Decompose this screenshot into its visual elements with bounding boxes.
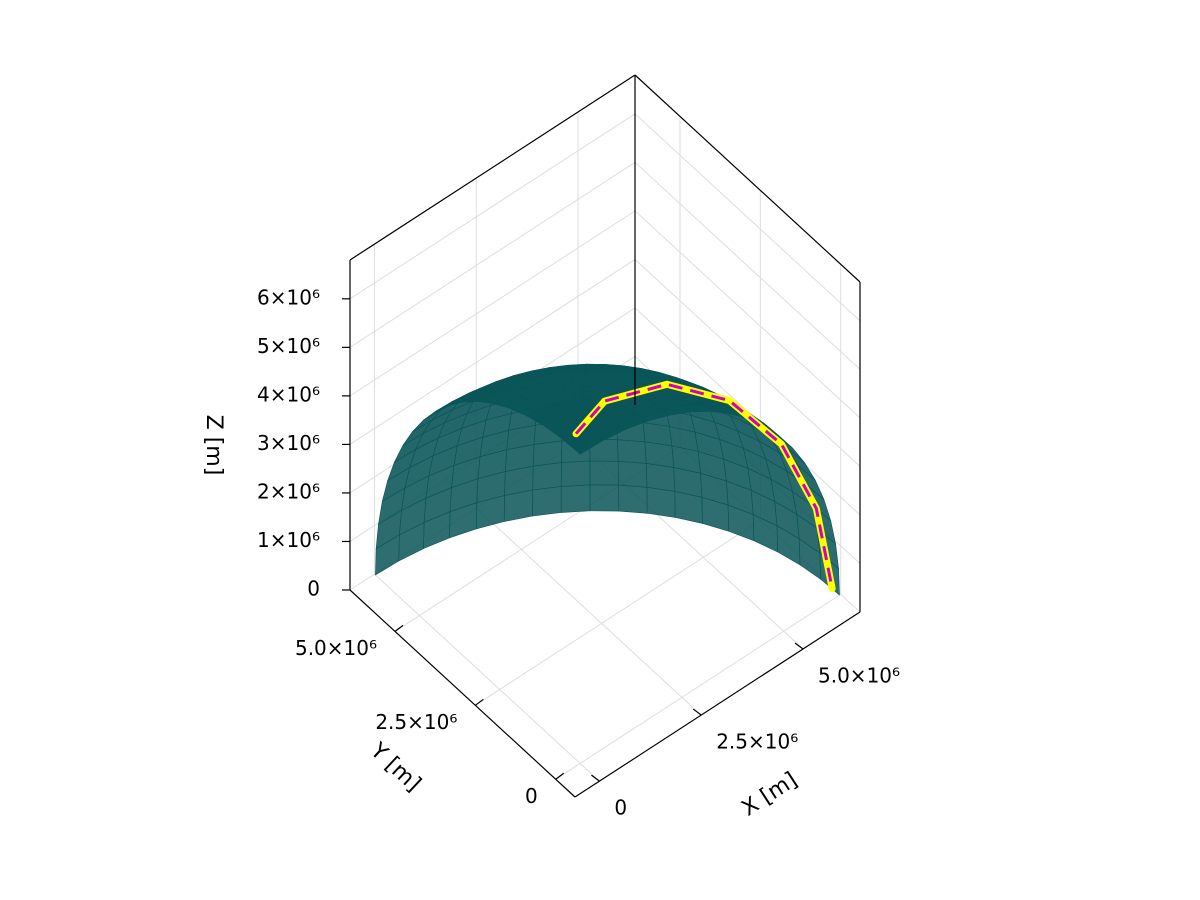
grid-line — [634, 113, 861, 322]
trajectory-dashed — [574, 382, 834, 589]
x-tick-label: 0 — [614, 796, 627, 820]
y-axis-label: Y [m] — [364, 738, 425, 797]
surface-patch — [560, 460, 591, 487]
grid-line — [349, 258, 636, 445]
grid-line — [634, 161, 861, 370]
grid-line — [634, 259, 861, 467]
y-tick-label: 2.5×10⁶ — [375, 710, 457, 734]
surface-patch — [618, 484, 648, 514]
surface-patch — [570, 368, 586, 378]
axis-frame — [349, 74, 636, 261]
grid-line — [555, 593, 841, 780]
grid-line — [349, 113, 636, 300]
x-tick — [794, 642, 804, 650]
y-tick — [394, 624, 404, 632]
surface-patch — [617, 460, 648, 488]
axis-frame — [634, 74, 861, 283]
surface-patch — [579, 438, 604, 455]
surface-patch — [589, 484, 620, 512]
path-layer — [572, 380, 836, 593]
grid-line — [349, 210, 636, 397]
grid-line — [475, 519, 761, 706]
x-tick — [692, 708, 702, 716]
axis-frame — [574, 611, 861, 798]
z-tick-label: 2×10⁶ — [257, 479, 320, 503]
surface-patch — [571, 376, 585, 388]
z-tick-label: 4×10⁶ — [257, 382, 320, 406]
axis-frame — [349, 589, 576, 798]
y-tick — [474, 698, 484, 706]
surface-patch — [645, 463, 676, 492]
z-tick-label: 1×10⁶ — [257, 528, 320, 552]
surface-patch — [589, 460, 619, 486]
y-tick — [555, 772, 565, 780]
grid-line — [374, 573, 600, 782]
y-tick-label: 0 — [525, 784, 538, 808]
z-tick-label: 6×10⁶ — [257, 285, 320, 309]
grid-line — [475, 507, 702, 716]
x-tick — [591, 774, 600, 782]
surface-patch — [532, 486, 562, 517]
z-axis-label: Z [m] — [201, 415, 226, 476]
z-tick-label: 3×10⁶ — [257, 431, 320, 455]
y-tick-label: 5.0×10⁶ — [295, 636, 377, 660]
x-tick-label: 2.5×10⁶ — [716, 730, 798, 754]
surface-patch — [532, 440, 563, 467]
surface-patch — [646, 486, 676, 518]
z-tick-label: 5×10⁶ — [257, 334, 320, 358]
surface-patch — [617, 439, 647, 464]
surface-patch — [561, 437, 581, 455]
surface-patch — [532, 462, 562, 491]
x-tick-label: 5.0×10⁶ — [818, 664, 900, 688]
grid-line — [349, 161, 636, 348]
x-axis-label: X [m] — [737, 768, 801, 822]
surface-patch — [560, 484, 591, 513]
surface — [375, 363, 840, 596]
grid-line — [634, 210, 861, 419]
z-tick-label: 0 — [307, 577, 320, 601]
